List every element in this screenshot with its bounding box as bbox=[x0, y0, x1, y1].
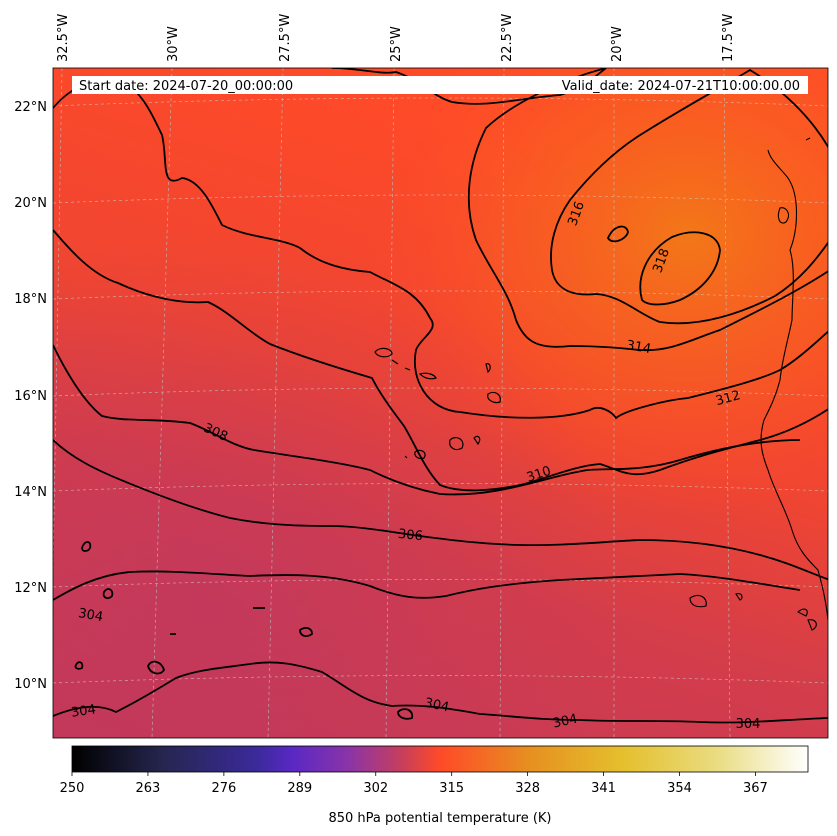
lat-label-20n: 20°N bbox=[14, 196, 47, 211]
colorbar-tick-label: 289 bbox=[287, 781, 312, 796]
contour-label-304-south: 304 bbox=[552, 712, 579, 732]
colorbar-tick-label: 302 bbox=[363, 781, 388, 796]
lat-label-18n: 18°N bbox=[14, 292, 47, 307]
date-header-box bbox=[72, 76, 808, 94]
lon-label-25w: 25°W bbox=[389, 26, 404, 62]
lat-label-10n: 10°N bbox=[14, 677, 47, 692]
colorbar-tick-label: 250 bbox=[60, 781, 85, 796]
lat-label-16n: 16°N bbox=[14, 389, 47, 404]
contour-label-306: 306 bbox=[397, 527, 423, 545]
contour-label-304-west: 304 bbox=[77, 606, 104, 625]
gridlines bbox=[53, 68, 828, 738]
colorbar-label: 850 hPa potential temperature (K) bbox=[328, 811, 551, 826]
colorbar-tick-label: 354 bbox=[667, 781, 692, 796]
contour-label-312: 312 bbox=[714, 388, 742, 409]
lon-label-17-5w: 17.5°W bbox=[721, 14, 736, 62]
coastline bbox=[689, 137, 828, 631]
contour-label-304-center: 304 bbox=[423, 696, 450, 716]
map-frame bbox=[52, 67, 829, 739]
map-panel: Start date: 2024-07-20_00:00:00 Valid_da… bbox=[14, 14, 829, 739]
colorbar: 250 263 276 289 302 315 328 341 354 367 850 hPa p… bbox=[60, 745, 809, 826]
colorbar-ticks: 250 263 276 289 302 315 328 341 354 367 bbox=[60, 772, 768, 796]
lon-label-32-5w: 32.5°W bbox=[56, 14, 71, 62]
lon-label-20w: 20°W bbox=[610, 26, 625, 62]
colorbar-tick-label: 328 bbox=[515, 781, 540, 796]
start-date-label: Start date: 2024-07-20_00:00:00 bbox=[79, 79, 293, 94]
contour-labels: 318 316 314 312 310 308 306 304 304 304 … bbox=[70, 200, 760, 732]
colorbar-tick-label: 367 bbox=[743, 781, 768, 796]
longitude-labels: 32.5°W 30°W 27.5°W 25°W 22.5°W 20°W 17.5… bbox=[56, 14, 736, 62]
valid-date-label: Valid_date: 2024-07-21T10:00:00.00 bbox=[562, 79, 800, 94]
contour-label-310: 310 bbox=[525, 464, 553, 486]
colorbar-tick-label: 315 bbox=[439, 781, 464, 796]
contour-label-304-east: 304 bbox=[736, 717, 761, 732]
lon-label-30w: 30°W bbox=[166, 26, 181, 62]
colorbar-tick-label: 263 bbox=[136, 781, 161, 796]
colorbar-tick-label: 341 bbox=[591, 781, 616, 796]
cape-verde-islands bbox=[374, 347, 501, 460]
contour-label-314: 314 bbox=[625, 338, 652, 357]
latitude-labels: 22°N 20°N 18°N 16°N 14°N 12°N 10°N bbox=[14, 100, 47, 692]
lon-label-27-5w: 27.5°W bbox=[278, 14, 293, 62]
colorbar-tick-label: 276 bbox=[211, 781, 236, 796]
lat-label-12n: 12°N bbox=[14, 581, 47, 596]
lat-label-22n: 22°N bbox=[14, 100, 47, 115]
lat-label-14n: 14°N bbox=[14, 485, 47, 500]
colorbar-gradient bbox=[71, 745, 809, 773]
contour-label-304-southwest: 304 bbox=[70, 702, 97, 720]
lon-label-22-5w: 22.5°W bbox=[500, 14, 515, 62]
